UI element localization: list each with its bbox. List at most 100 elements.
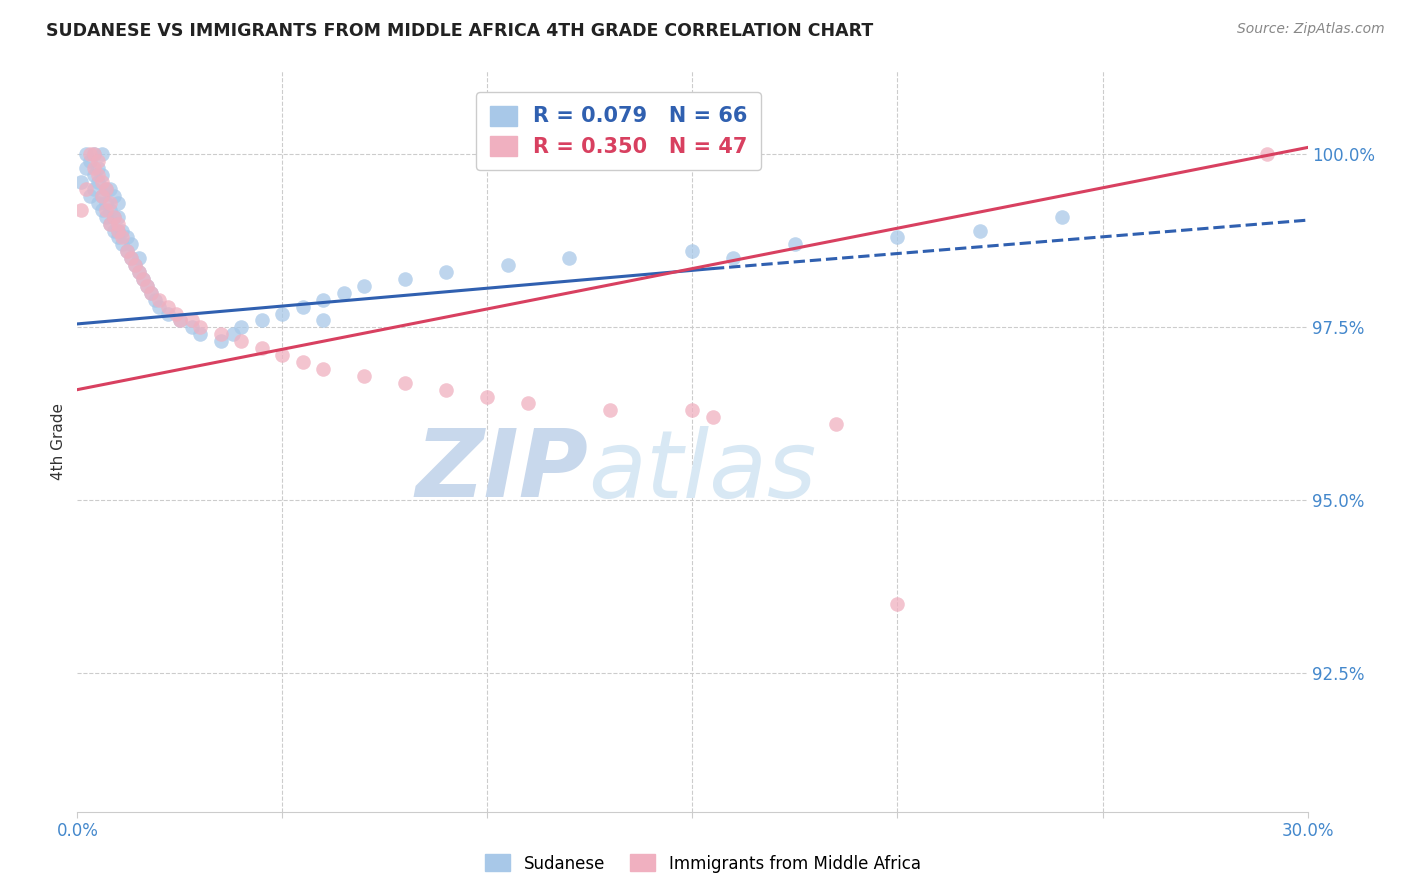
Point bbox=[79, 189, 101, 203]
Point bbox=[90, 189, 114, 203]
Point bbox=[291, 300, 314, 314]
Point bbox=[209, 334, 232, 349]
Point bbox=[111, 230, 134, 244]
Point bbox=[103, 189, 125, 203]
Point bbox=[124, 258, 146, 272]
Point bbox=[94, 182, 117, 196]
Point bbox=[132, 272, 155, 286]
Point bbox=[87, 168, 110, 182]
Point bbox=[103, 223, 125, 237]
Point bbox=[128, 265, 150, 279]
Point bbox=[107, 230, 129, 244]
Point bbox=[120, 251, 142, 265]
Point bbox=[250, 313, 273, 327]
Text: ZIP: ZIP bbox=[415, 425, 588, 517]
Point bbox=[181, 313, 204, 327]
Point bbox=[353, 278, 375, 293]
Point bbox=[312, 293, 335, 307]
Y-axis label: 4th Grade: 4th Grade bbox=[51, 403, 66, 480]
Point bbox=[107, 217, 129, 231]
Point bbox=[90, 189, 114, 203]
Point bbox=[291, 355, 314, 369]
Point bbox=[312, 313, 335, 327]
Point bbox=[124, 258, 146, 272]
Point bbox=[90, 175, 114, 189]
Point bbox=[87, 154, 110, 169]
Point bbox=[222, 327, 245, 342]
Point bbox=[599, 403, 621, 417]
Point bbox=[353, 368, 375, 383]
Point bbox=[94, 202, 117, 217]
Point bbox=[83, 182, 105, 196]
Point bbox=[132, 272, 155, 286]
Point bbox=[94, 182, 117, 196]
Point bbox=[886, 597, 908, 611]
Legend: Sudanese, Immigrants from Middle Africa: Sudanese, Immigrants from Middle Africa bbox=[479, 847, 927, 880]
Point bbox=[136, 278, 159, 293]
Point bbox=[136, 278, 159, 293]
Point bbox=[98, 202, 121, 217]
Point bbox=[165, 306, 187, 320]
Point bbox=[87, 175, 110, 189]
Point bbox=[90, 168, 114, 182]
Point bbox=[231, 334, 253, 349]
Point bbox=[825, 417, 848, 432]
Point bbox=[115, 230, 138, 244]
Point bbox=[107, 223, 129, 237]
Point bbox=[702, 410, 724, 425]
Point bbox=[969, 223, 991, 237]
Point bbox=[169, 313, 191, 327]
Point bbox=[98, 217, 121, 231]
Point bbox=[231, 320, 253, 334]
Point bbox=[783, 237, 806, 252]
Point bbox=[141, 285, 163, 300]
Point bbox=[271, 306, 294, 320]
Point bbox=[107, 223, 129, 237]
Point bbox=[107, 195, 129, 210]
Point bbox=[115, 244, 138, 259]
Point bbox=[103, 210, 125, 224]
Point bbox=[90, 147, 114, 161]
Point bbox=[394, 376, 416, 390]
Point bbox=[250, 341, 273, 355]
Point bbox=[90, 202, 114, 217]
Point bbox=[111, 237, 134, 252]
Point bbox=[79, 154, 101, 169]
Point bbox=[682, 244, 704, 259]
Point bbox=[120, 251, 142, 265]
Point bbox=[79, 147, 101, 161]
Point bbox=[886, 230, 908, 244]
Point bbox=[98, 195, 121, 210]
Point bbox=[115, 244, 138, 259]
Point bbox=[148, 300, 170, 314]
Point bbox=[394, 272, 416, 286]
Point bbox=[75, 147, 97, 161]
Point bbox=[169, 313, 191, 327]
Point bbox=[75, 182, 97, 196]
Point bbox=[87, 161, 110, 176]
Point bbox=[107, 210, 129, 224]
Point bbox=[141, 285, 163, 300]
Point bbox=[70, 202, 93, 217]
Point bbox=[75, 161, 97, 176]
Point bbox=[271, 348, 294, 362]
Point bbox=[87, 195, 110, 210]
Point bbox=[128, 251, 150, 265]
Point bbox=[188, 327, 212, 342]
Point bbox=[723, 251, 745, 265]
Point bbox=[98, 182, 121, 196]
Point bbox=[156, 300, 179, 314]
Text: Source: ZipAtlas.com: Source: ZipAtlas.com bbox=[1237, 22, 1385, 37]
Point bbox=[1256, 147, 1278, 161]
Point bbox=[1050, 210, 1073, 224]
Point bbox=[312, 362, 335, 376]
Point bbox=[181, 320, 204, 334]
Point bbox=[143, 293, 166, 307]
Point bbox=[83, 161, 105, 176]
Text: SUDANESE VS IMMIGRANTS FROM MIDDLE AFRICA 4TH GRADE CORRELATION CHART: SUDANESE VS IMMIGRANTS FROM MIDDLE AFRIC… bbox=[46, 22, 873, 40]
Point bbox=[156, 306, 179, 320]
Point bbox=[477, 390, 499, 404]
Point bbox=[436, 265, 458, 279]
Point bbox=[120, 237, 142, 252]
Point bbox=[83, 147, 105, 161]
